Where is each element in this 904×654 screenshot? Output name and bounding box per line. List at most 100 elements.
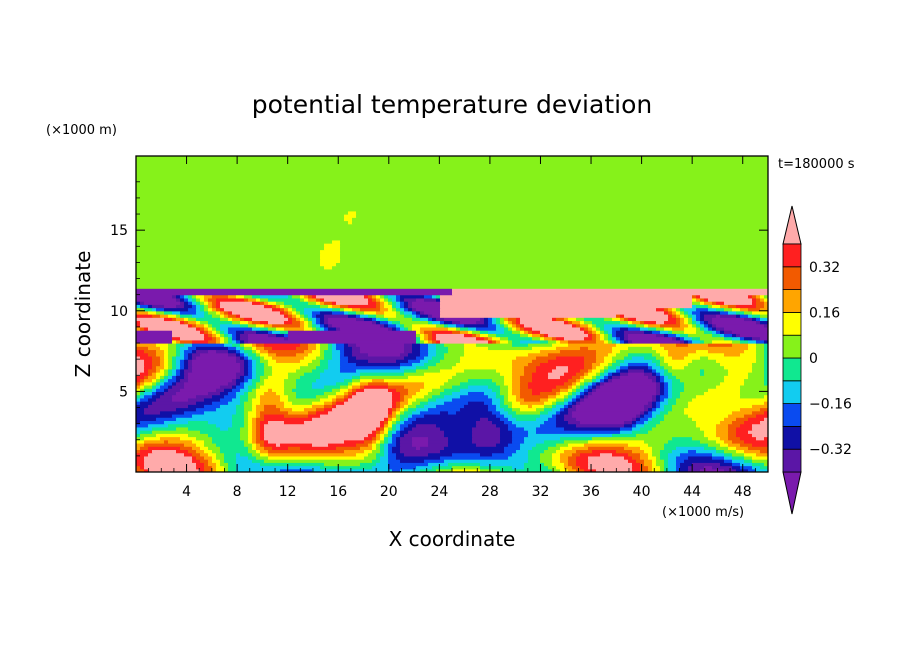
contour-cell	[344, 449, 365, 454]
contour-cell	[492, 420, 505, 425]
contour-cell	[372, 449, 381, 454]
contour-cell	[312, 381, 337, 386]
contour-cell	[424, 339, 429, 344]
contour-cell	[632, 455, 641, 460]
contour-cell	[384, 433, 389, 438]
contour-cell	[276, 359, 301, 363]
contour-cell	[604, 317, 613, 322]
contour-cell	[668, 368, 701, 373]
contour-cell	[624, 317, 629, 322]
contour-cell	[316, 407, 325, 412]
contour-cell	[624, 333, 629, 338]
contour-cell	[144, 410, 161, 415]
contour-cell	[708, 349, 745, 354]
contour-cell	[344, 214, 357, 218]
contour-cell	[672, 314, 677, 318]
contour-cell	[380, 294, 385, 299]
contour-cell	[488, 394, 497, 399]
contour-cell	[684, 365, 725, 370]
contour-cell	[736, 417, 749, 421]
contour-cell	[616, 343, 661, 347]
contour-cell	[548, 417, 557, 421]
contour-cell	[416, 417, 481, 421]
contour-cell	[516, 323, 521, 328]
contour-cell	[524, 397, 541, 402]
contour-cell	[328, 365, 341, 370]
contour-cell	[480, 417, 489, 421]
contour-cell	[244, 423, 249, 428]
contour-cell	[236, 381, 241, 386]
contour-cell	[204, 301, 209, 305]
contour-cell	[416, 423, 437, 428]
contour-cell	[424, 394, 433, 399]
contour-cell	[416, 397, 429, 402]
contour-cell	[136, 259, 321, 263]
contour-cell	[380, 323, 385, 328]
contour-cell	[672, 378, 681, 383]
contour-cell	[428, 436, 449, 441]
contour-cell	[668, 468, 677, 472]
contour-cell	[144, 326, 149, 331]
contour-cell	[764, 304, 768, 309]
contour-cell	[620, 314, 625, 318]
contour-cell	[188, 449, 197, 454]
contour-cell	[236, 404, 245, 409]
contour-cell	[380, 426, 385, 431]
contour-cell	[660, 394, 669, 399]
contour-cell	[428, 336, 433, 341]
contour-cell	[444, 343, 465, 347]
contour-cell	[256, 391, 265, 396]
contour-cell	[248, 449, 257, 454]
contour-cell	[728, 423, 741, 428]
contour-cell	[364, 388, 389, 392]
contour-cell	[148, 368, 157, 373]
contour-cell	[592, 323, 597, 328]
contour-cell	[176, 407, 197, 412]
contour-cell	[240, 381, 245, 386]
contour-cell	[604, 355, 613, 360]
contour-cell	[136, 288, 453, 293]
contour-cell	[316, 355, 325, 360]
contour-cell	[660, 388, 665, 392]
contour-cell	[156, 384, 161, 389]
contour-cell	[176, 314, 181, 318]
contour-cell	[460, 359, 513, 363]
contour-cell	[252, 365, 257, 370]
contour-cell	[244, 365, 249, 370]
contour-cell	[496, 317, 501, 322]
contour-cell	[332, 307, 341, 312]
contour-cell	[656, 381, 661, 386]
contour-cell	[176, 378, 181, 383]
contour-cell	[592, 362, 601, 367]
contour-cell	[300, 446, 337, 451]
contour-cell	[568, 368, 581, 373]
contour-cell	[180, 359, 185, 363]
contour-cell	[560, 339, 569, 344]
contour-cell	[596, 330, 601, 334]
contour-cell	[600, 336, 605, 341]
contour-cell	[172, 381, 177, 386]
contour-cell	[152, 355, 161, 360]
contour-cell	[328, 320, 373, 325]
contour-cell	[440, 307, 657, 312]
contour-cell	[548, 333, 589, 338]
contour-cell	[512, 368, 525, 373]
contour-cell	[556, 391, 561, 396]
contour-cell	[236, 459, 253, 463]
contour-cell	[604, 330, 609, 334]
contour-cell	[668, 314, 673, 318]
contour-cell	[460, 407, 489, 412]
contour-cell	[144, 301, 181, 305]
contour-cell	[424, 404, 437, 409]
contour-cell	[752, 459, 768, 463]
contour-cell	[256, 346, 265, 351]
contour-cell	[164, 304, 177, 309]
contour-cell	[660, 365, 665, 370]
contour-cell	[252, 459, 265, 463]
contour-cell	[464, 346, 489, 351]
contour-cell	[352, 378, 361, 383]
contour-cell	[448, 410, 457, 415]
contour-cell	[728, 304, 737, 309]
contour-cell	[724, 375, 749, 380]
contour-cell	[140, 323, 189, 328]
